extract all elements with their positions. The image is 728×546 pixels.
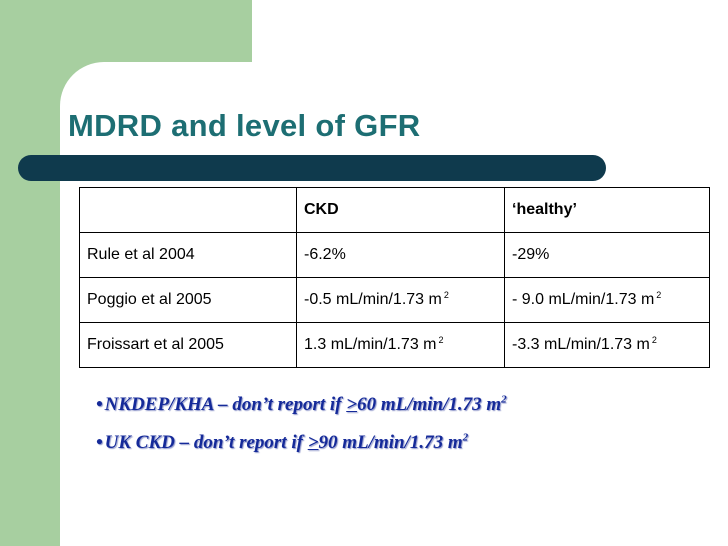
ckd-value: 1.3 mL/min/1.73 m <box>304 336 437 353</box>
header-cell-empty <box>79 187 297 233</box>
unit-superscript: 2 <box>651 334 657 345</box>
title-underline-bar <box>18 155 606 181</box>
healthy-value-cell: -29% <box>504 232 710 278</box>
gte-symbol: > <box>346 394 358 415</box>
study-cell: Rule et al 2004 <box>79 232 297 278</box>
unit-superscript: 2 <box>443 289 449 300</box>
unit-superscript: 2 <box>462 431 469 444</box>
bullet-list: • NKDEP/KHA – don’t report if >60 mL/min/… <box>96 390 507 466</box>
bullet-item: • NKDEP/KHA – don’t report if >60 mL/min/… <box>96 390 507 428</box>
unit-superscript: 2 <box>438 334 444 345</box>
header-cell-ckd: CKD <box>296 187 505 233</box>
slide-title: MDRD and level of GFR <box>68 108 421 143</box>
bullet-text: NKDEP/KHA – don’t report if <box>104 394 347 415</box>
ckd-value-cell: -6.2% <box>296 232 505 278</box>
table-header-row: CKD ‘healthy’ <box>79 187 710 233</box>
bullet-marker: • <box>96 432 103 453</box>
gfr-comparison-table: CKD ‘healthy’ Rule et al 2004 -6.2% -29%… <box>79 187 710 368</box>
bullet-text: UK CKD – don’t report if <box>104 432 308 453</box>
unit-superscript: 2 <box>656 289 662 300</box>
unit-superscript: 2 <box>501 393 507 406</box>
table-row: Rule et al 2004 -6.2% -29% <box>79 232 710 278</box>
bullet-value: 60 mL/min/1.73 m <box>357 394 502 415</box>
healthy-value: -3.3 mL/min/1.73 m <box>512 336 650 353</box>
study-cell: Poggio et al 2005 <box>79 277 297 323</box>
header-cell-healthy: ‘healthy’ <box>504 187 710 233</box>
gte-symbol: > <box>307 432 319 453</box>
study-cell: Froissart et al 2005 <box>79 322 297 368</box>
ckd-value: -0.5 mL/min/1.73 m <box>304 291 442 308</box>
healthy-value: - 9.0 mL/min/1.73 m <box>512 291 655 308</box>
bullet-value: 90 mL/min/1.73 m <box>318 432 463 453</box>
bullet-marker: • <box>96 394 103 415</box>
bullet-item: • UK CKD – don’t report if >90 mL/min/1.7… <box>96 428 507 466</box>
